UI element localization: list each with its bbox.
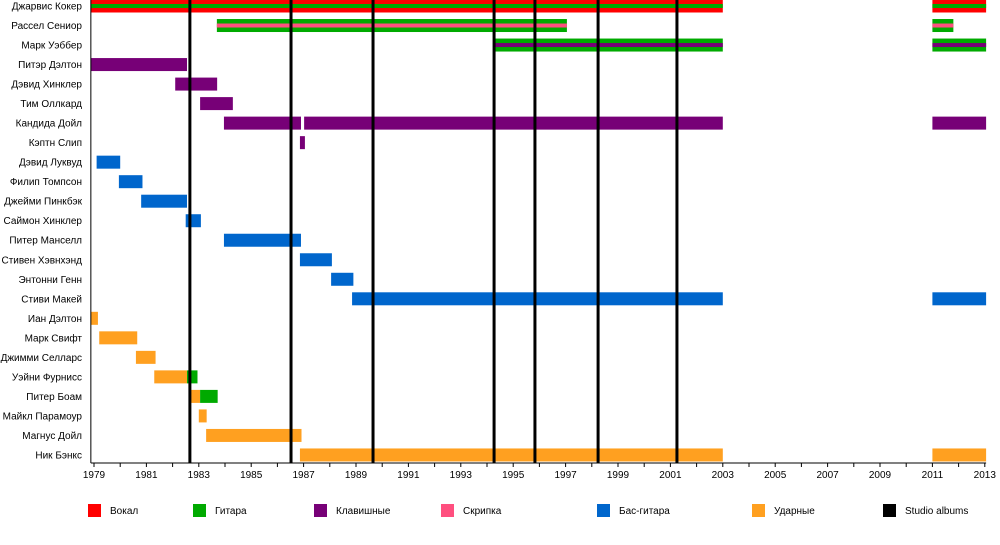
stripe-guitar <box>90 4 723 8</box>
member-label: Джарвис Кокер <box>12 2 83 13</box>
legend-label-drums: Ударные <box>774 506 815 517</box>
member-label: Стивен Хэвнхэнд <box>1 255 82 266</box>
member-label: Марк Свифт <box>25 332 83 344</box>
bar-keys <box>175 77 218 91</box>
legend-swatch-violin <box>441 504 454 517</box>
x-tick-label: 2003 <box>712 470 735 481</box>
x-tick-label: 1981 <box>135 470 158 481</box>
bar-bass <box>96 155 121 169</box>
bar-keys <box>223 116 301 130</box>
stripe-keys <box>932 43 987 48</box>
x-tick-label: 1989 <box>345 470 368 481</box>
x-axis: 1979 1981 1983 1985 1987 1989 1991 1993 1995 1997… <box>83 0 996 481</box>
stripe-keys <box>494 43 723 48</box>
stripe-guitar <box>932 4 987 8</box>
bar-bass <box>352 292 723 306</box>
bar-drums <box>154 370 188 384</box>
bar-keys <box>304 116 723 130</box>
member-label: Питэр Дэлтон <box>18 60 82 71</box>
member-label: Джейми Пинкбэк <box>4 196 82 208</box>
bar-bass <box>223 233 301 247</box>
legend-label-keys: Клавишные <box>336 506 391 517</box>
member-label: Филип Томпсон <box>10 177 82 188</box>
stripe-violin <box>216 23 567 28</box>
bar-bass <box>299 253 332 267</box>
x-tick-label: 2005 <box>764 470 787 481</box>
bar-bass <box>331 272 354 286</box>
member-label: Саймон Хинклер <box>4 216 83 227</box>
album-lines <box>188 0 679 463</box>
legend-swatch-album <box>883 504 896 517</box>
x-tick-label: 1983 <box>188 470 211 481</box>
bar-guitar <box>187 370 198 384</box>
x-tick-label: 1999 <box>607 470 630 481</box>
legend-swatch-bass <box>597 504 610 517</box>
legend-label-guitar: Гитара <box>215 506 247 517</box>
bar-bass <box>118 175 143 189</box>
member-label: Дэвид Луквуд <box>19 158 82 169</box>
legend-swatch-drums <box>752 504 765 517</box>
x-tick-label: 2013 <box>974 470 997 481</box>
member-label: Рассел Сениор <box>11 21 82 32</box>
member-label: Тим Оллкард <box>20 99 82 110</box>
member-label: Уэйни Фурнисс <box>12 372 82 383</box>
x-tick-label: 1979 <box>83 470 106 481</box>
member-label: Джимми Селларс <box>1 353 82 364</box>
bar-drums <box>206 428 302 442</box>
member-labels: Джарвис Кокер Рассел Сениор Марк Уэббер Пит… <box>1 2 83 462</box>
legend-label-album: Studio albums <box>905 506 968 517</box>
bar-bass <box>141 194 188 208</box>
x-tick-label: 1993 <box>450 470 473 481</box>
member-bars <box>90 0 987 462</box>
bar-keys <box>200 97 233 111</box>
member-label: Питер Боам <box>26 392 82 403</box>
bar-keys <box>932 116 987 130</box>
bar-keys <box>299 136 305 150</box>
member-label: Майкл Парамоур <box>3 411 83 422</box>
legend-label-bass: Бас-гитара <box>619 506 670 517</box>
bar-guitar <box>200 389 218 403</box>
bar-drums <box>299 448 723 462</box>
x-tick-label: 2007 <box>816 470 839 481</box>
legend-swatch-guitar <box>193 504 206 517</box>
member-label: Дэвид Хинклер <box>11 80 82 91</box>
bar-drums <box>198 409 207 423</box>
bar-drums <box>135 350 156 364</box>
member-label: Стиви Макей <box>21 294 82 305</box>
member-label: Энтонни Генн <box>18 275 82 286</box>
x-tick-label: 2001 <box>659 470 682 481</box>
x-tick-label: 2011 <box>922 470 944 481</box>
x-tick-label: 1995 <box>502 470 525 481</box>
member-label: Кандида Дойл <box>16 119 83 130</box>
bar-bass <box>932 292 987 306</box>
member-label: Ник Бэнкс <box>35 450 82 461</box>
legend: Вокал Гитара Клавишные Скрипка Бас-гитара Уда… <box>88 504 968 517</box>
member-label: Марк Уэббер <box>21 40 82 52</box>
legend-label-vocal: Вокал <box>110 506 138 517</box>
legend-swatch-vocal <box>88 504 101 517</box>
x-tick-label: 1985 <box>240 470 263 481</box>
stripe-violin <box>932 23 954 28</box>
x-tick-label: 1987 <box>292 470 315 481</box>
bar-drums <box>99 331 138 345</box>
x-tick-label: 1997 <box>554 470 577 481</box>
bar-keys <box>90 58 188 72</box>
legend-label-violin: Скрипка <box>463 506 502 517</box>
bar-bass <box>185 214 201 228</box>
bar-drums <box>90 311 98 325</box>
member-label: Кэптн Слип <box>29 138 82 149</box>
member-label: Иан Дэлтон <box>28 314 82 325</box>
bar-drums <box>932 448 987 462</box>
x-tick-label: 1991 <box>397 470 420 481</box>
x-tick-label: 2009 <box>869 470 892 481</box>
bar-drums <box>190 389 201 403</box>
member-label: Питер Манселл <box>9 236 82 247</box>
legend-swatch-keys <box>314 504 327 517</box>
member-label: Магнус Дойл <box>22 431 82 442</box>
